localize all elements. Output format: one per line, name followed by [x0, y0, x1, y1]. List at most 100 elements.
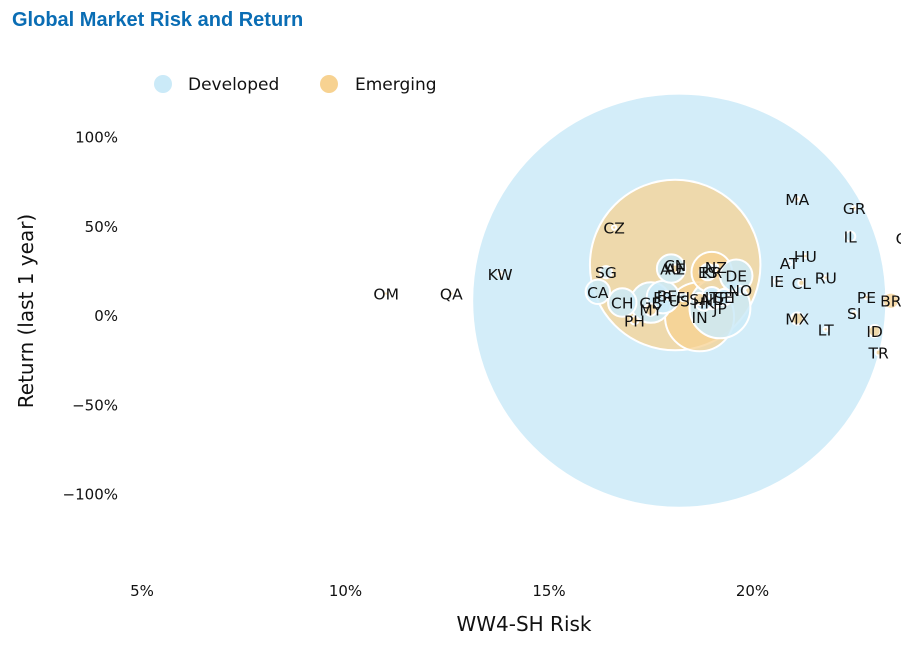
point-label-it: IT: [705, 289, 720, 307]
bubble-ca: [584, 278, 612, 305]
point-label-jp: JP: [712, 300, 727, 318]
point-label-fr: FR: [653, 289, 673, 307]
point-label-my: MY: [639, 302, 662, 320]
bubble-no: [735, 284, 746, 296]
point-label-no: NO: [728, 282, 752, 300]
legend-swatch-developed: [154, 75, 172, 93]
point-label-ie: IE: [770, 273, 784, 291]
legend: Developed Emerging: [154, 75, 437, 95]
point-label-de: DE: [725, 268, 747, 286]
point-label-br: BR: [880, 293, 901, 311]
legend-label-emerging: Emerging: [355, 75, 437, 95]
point-label-ru: RU: [815, 270, 837, 288]
point-labels-layer: LUCZCOEGRUMAOMPKSILTPTQAKWGRPEHUATNZIEPL…: [373, 191, 901, 363]
legend-swatch-emerging: [320, 75, 338, 93]
bubble-il: [844, 230, 857, 243]
point-label-ch: CH: [611, 295, 633, 313]
bubble-lt: [822, 326, 829, 333]
bubble-nz: [712, 263, 720, 271]
point-label-om: OM: [373, 286, 399, 304]
point-label-sg: SG: [595, 264, 617, 282]
bubble-ch: [607, 287, 638, 318]
point-label-pt: PT: [719, 289, 738, 307]
bubble-sg: [598, 265, 614, 280]
x-tick-label: 10%: [329, 582, 362, 600]
point-label-gb: GB: [639, 295, 662, 313]
point-label-nz: NZ: [705, 259, 727, 277]
point-label-hk: HK: [693, 295, 716, 313]
point-label-ph: PH: [624, 312, 645, 330]
bubble-pt: [724, 293, 732, 301]
point-label-nl: NL: [702, 291, 723, 309]
point-label-gr: GR: [843, 200, 866, 218]
point-label-cl: CL: [792, 275, 812, 293]
y-tick-label: 100%: [75, 129, 118, 147]
bubble-ph: [629, 315, 640, 326]
point-label-ae: AE: [665, 261, 685, 279]
bubble-cl: [797, 278, 806, 287]
bubble-tr: [874, 348, 883, 357]
point-label-lt: LT: [818, 321, 835, 339]
bubble-pe: [863, 293, 870, 301]
legend-label-developed: Developed: [188, 75, 279, 95]
point-label-us: US: [669, 293, 690, 311]
bubble-fi: [678, 292, 689, 303]
bubble-ae: [670, 263, 681, 274]
point-label-tr: TR: [868, 344, 889, 362]
bubble-se: [714, 288, 734, 307]
bubble-gr: [851, 204, 858, 212]
point-label-hu: HU: [794, 248, 817, 266]
bubble-ie: [772, 277, 781, 286]
bubble-hu: [802, 252, 809, 260]
point-label-sa: SA: [689, 291, 710, 309]
point-label-at: AT: [780, 255, 799, 273]
y-tick-label: −50%: [72, 396, 118, 414]
x-axis-ticks: 5%10%15%20%25%30%35%40%: [130, 582, 769, 600]
point-label-in: IN: [692, 309, 708, 327]
point-label-au: AU: [660, 261, 682, 279]
bubble-mx: [790, 311, 805, 326]
y-axis-ticks: 100% 50% 0% −50% −100%: [63, 129, 118, 504]
point-label-se: SE: [714, 289, 734, 307]
bubble-at: [785, 259, 793, 267]
point-label-il: IL: [844, 228, 858, 246]
y-axis-label: Return (last 1 year): [14, 214, 38, 408]
point-label-cz: CZ: [603, 220, 624, 238]
point-label-si: SI: [847, 305, 861, 323]
point-label-fi: FI: [677, 289, 691, 307]
bubble-sa: [692, 291, 707, 307]
bubble-si: [851, 310, 858, 317]
point-label-kw: KW: [488, 266, 513, 284]
x-tick-label: 15%: [532, 582, 565, 600]
y-tick-label: 0%: [94, 307, 118, 325]
x-tick-label: 5%: [130, 582, 154, 600]
point-label-co: CO: [896, 230, 901, 248]
point-label-qa: QA: [440, 286, 463, 304]
point-label-be: BE: [657, 287, 677, 305]
point-label-ca: CA: [587, 284, 609, 302]
bubble-ma: [794, 195, 801, 203]
bubble-kw: [496, 270, 504, 278]
x-axis-label: WW4-SH Risk: [456, 612, 591, 636]
point-label-pe: PE: [857, 289, 876, 307]
y-tick-label: 50%: [85, 218, 118, 236]
point-label-ma: MA: [785, 191, 809, 209]
bubble-cz: [610, 224, 618, 231]
bubble-ru: [822, 274, 829, 281]
bubble-om: [383, 290, 390, 297]
bubble-be: [661, 290, 673, 301]
bubble-es: [698, 263, 717, 282]
point-label-kr: KR: [701, 264, 722, 282]
bubble-my: [643, 302, 658, 317]
bubbles-layer: [383, 92, 901, 509]
bubble-qa: [448, 290, 455, 297]
point-label-mx: MX: [785, 311, 809, 329]
chart-title: Global Market Risk and Return: [12, 9, 304, 31]
point-label-cn: CN: [664, 257, 686, 275]
point-label-id: ID: [866, 323, 883, 341]
bubble-id: [867, 323, 882, 339]
x-tick-label: 20%: [736, 582, 769, 600]
y-tick-label: −100%: [63, 486, 118, 504]
point-label-es: ES: [698, 264, 718, 282]
